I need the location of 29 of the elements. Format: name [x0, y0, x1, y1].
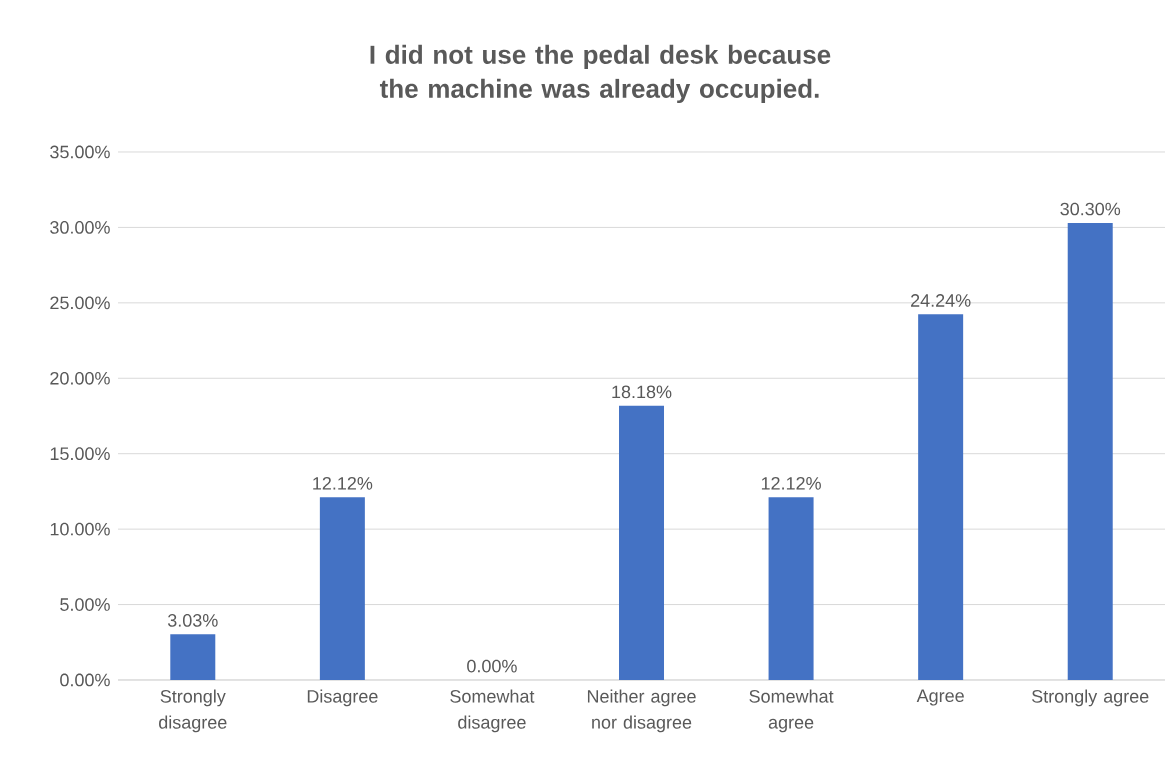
bar	[918, 314, 964, 680]
x-tick-label: Neither agree nor disagree	[587, 689, 696, 733]
data-label: 18.18%	[612, 385, 672, 399]
y-tick-label: 0.00%	[60, 673, 110, 687]
data-label: 24.24%	[911, 294, 971, 307]
y-tick-label: 25.00%	[50, 296, 110, 310]
bar	[1067, 222, 1113, 680]
x-tick-label: Somewhat agree	[749, 689, 834, 733]
y-tick-label: 30.00%	[50, 221, 110, 234]
x-tick-label: Strongly disagree	[159, 689, 227, 733]
y-tick-label: 10.00%	[50, 522, 110, 536]
y-tick-label: 35.00%	[50, 145, 110, 159]
data-label: 0.00%	[467, 659, 517, 673]
bar	[319, 497, 365, 680]
chart-title: I did not use the pedal desk because the machine was already occupied.	[370, 44, 831, 104]
bar	[619, 405, 665, 680]
y-tick-label: 15.00%	[50, 447, 110, 461]
y-tick-label: 5.00%	[60, 598, 110, 611]
x-tick-label: Somewhat disagree	[450, 689, 535, 733]
x-tick-label: Agree	[916, 689, 964, 706]
x-tick-label: Disagree	[307, 689, 378, 707]
bar	[170, 634, 216, 680]
y-tick-label: 20.00%	[50, 371, 110, 385]
data-label: 12.12%	[313, 476, 373, 490]
x-tick-label: Strongly agree	[1032, 689, 1149, 707]
bar	[768, 497, 814, 680]
data-label: 30.30%	[1060, 202, 1121, 216]
data-label: 12.12%	[761, 476, 821, 490]
data-label: 3.03%	[167, 614, 218, 627]
